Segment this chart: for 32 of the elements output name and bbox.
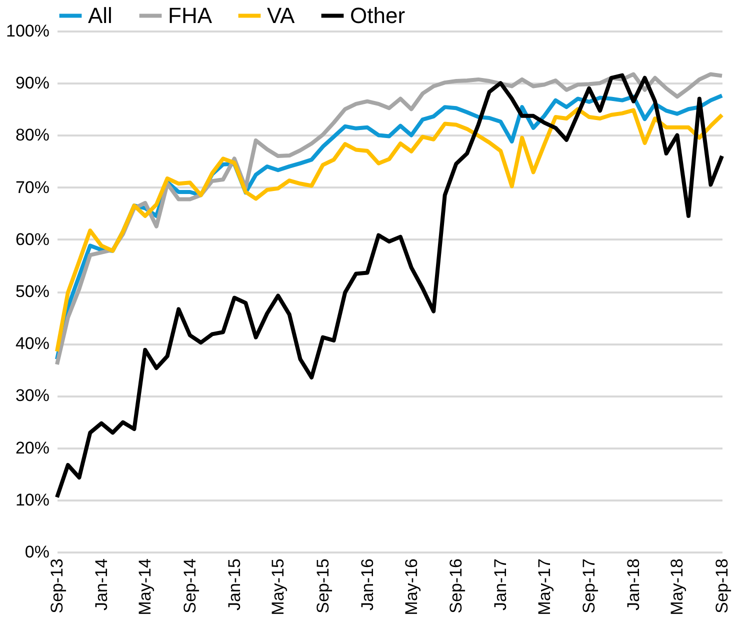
- y-tick-label: 0%: [24, 542, 50, 562]
- x-tick-label: May-16: [402, 558, 421, 616]
- x-tick-label: Sep-17: [580, 558, 599, 614]
- y-tick-label: 60%: [15, 230, 50, 249]
- y-tick-label: 40%: [15, 334, 50, 354]
- x-tick-label: May-17: [534, 558, 554, 616]
- line-series: [55, 73, 724, 500]
- y-tick-label: 50%: [15, 282, 50, 301]
- x-tick-label: Sep-18: [712, 558, 732, 614]
- x-tick-label: May-15: [268, 558, 288, 616]
- x-tick-label: Sep-13: [48, 558, 66, 614]
- y-tick-label: 90%: [15, 74, 50, 93]
- y-tick-label: 80%: [15, 126, 50, 145]
- x-tick-label: May-18: [668, 558, 687, 616]
- x-tick-label: Sep-16: [446, 558, 466, 614]
- legend-label: All: [88, 2, 112, 28]
- y-tick-label: 100%: [6, 22, 50, 40]
- legend-label: VA: [267, 2, 296, 28]
- legend-label: FHA: [168, 2, 212, 28]
- y-tick-label: 10%: [15, 490, 50, 510]
- y-tick-label: 30%: [15, 386, 50, 406]
- x-tick-label: Jan-16: [358, 558, 377, 610]
- legend-label: Other: [350, 2, 406, 28]
- x-tick-label: Sep-15: [313, 558, 332, 614]
- y-tick-label: 20%: [15, 438, 50, 458]
- x-tick-label: Jan-14: [92, 558, 111, 610]
- x-tick-label: Jan-15: [224, 558, 244, 610]
- x-tick-label: Sep-14: [180, 558, 200, 614]
- x-tick-label: May-14: [136, 558, 155, 616]
- x-tick-label: Jan-17: [491, 558, 510, 610]
- y-tick-label: 70%: [15, 178, 50, 197]
- x-tick-label: Jan-18: [624, 558, 644, 610]
